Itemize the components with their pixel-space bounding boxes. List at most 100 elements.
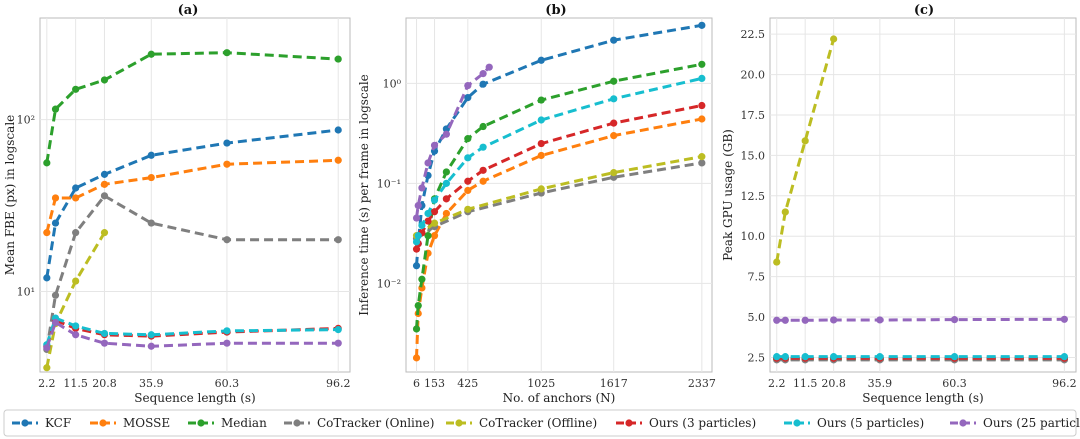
- panel-a-y-axis-label: Mean FBE (px) in logscale: [3, 115, 17, 276]
- panel-c: (c) 2.2 11.5 20.8 35.9 60.3 96.2 2.5 5.0…: [721, 3, 1077, 405]
- data-point-kcf: [464, 94, 472, 102]
- data-point-kcf: [412, 262, 421, 270]
- data-point-mosse: [442, 209, 450, 218]
- data-point-ours-5-particles: [100, 329, 109, 338]
- data-point-mosse: [43, 229, 51, 237]
- data-point-mosse: [412, 354, 421, 362]
- y-tick-label: 2.5: [748, 351, 766, 364]
- data-point-ours-25-particles: [430, 141, 439, 149]
- data-point-ours-5-particles: [334, 326, 342, 334]
- data-point-mosse: [464, 186, 472, 195]
- data-point-ours-25-particles: [51, 318, 60, 327]
- panel-c-series: [773, 35, 1068, 364]
- data-point-ours-5-particles: [876, 353, 884, 361]
- data-point-cotracker-offline: [43, 364, 51, 372]
- legend-label: MOSSE: [123, 416, 170, 430]
- panel-b-x-axis-label: No. of anchors (N): [503, 391, 616, 405]
- series-ours-25-particles: [43, 318, 342, 352]
- data-point-mosse: [537, 151, 545, 160]
- data-point-ours-3-particles: [464, 177, 472, 185]
- data-point-median: [464, 135, 472, 143]
- data-point-ours-25-particles: [781, 316, 789, 324]
- x-tick-label: 60.3: [215, 377, 240, 390]
- x-tick-label: 20.8: [821, 377, 846, 390]
- data-point-median: [479, 122, 487, 131]
- x-tick-label: 1617: [600, 377, 628, 390]
- data-point-cotracker-offline: [801, 137, 809, 145]
- legend: KCF MOSSE Median CoTracker (Online) CoTr…: [3, 409, 1080, 437]
- data-point-cotracker-online: [72, 229, 80, 237]
- data-point-ours-25-particles: [464, 81, 472, 90]
- data-point-ours-5-particles: [479, 143, 487, 151]
- x-tick-label: 35.9: [139, 377, 164, 390]
- data-point-median: [537, 96, 545, 104]
- legend-label: Ours (5 particles): [817, 416, 924, 430]
- data-point-mosse: [430, 232, 439, 240]
- y-tick-label: 17.5: [741, 109, 766, 122]
- panel-a-title: (a): [178, 3, 199, 18]
- data-point-cotracker-online: [147, 219, 155, 227]
- panel-c-x-axis-label: Sequence length (s): [862, 391, 983, 405]
- y-tick-label: 7.5: [748, 271, 766, 284]
- data-point-ours-5-particles: [147, 331, 155, 339]
- series-ours-5-particles: [412, 74, 706, 246]
- legend-entry: MOSSE: [90, 416, 170, 430]
- data-point-ours-25-particles: [147, 342, 155, 350]
- data-point-mosse: [51, 194, 60, 202]
- y-tick-label: 10⁻¹: [377, 177, 401, 190]
- legend-label: Ours (25 particles): [983, 416, 1080, 430]
- data-point-median: [442, 168, 450, 176]
- data-point-kcf: [537, 56, 545, 64]
- series-ours-5-particles: [43, 314, 342, 349]
- data-point-kcf: [72, 184, 80, 192]
- legend-entry: Median: [188, 416, 267, 430]
- data-point-ours-25-particles: [830, 316, 838, 324]
- panel-c-title: (c): [914, 3, 934, 18]
- panel-b-x-ticks: 6 153 425 1025 1617 2337: [413, 377, 716, 390]
- data-point-cotracker-offline: [610, 169, 618, 177]
- legend-marker: [625, 419, 633, 427]
- y-tick-label: 20.0: [741, 69, 766, 82]
- panel-b-series: [412, 21, 706, 362]
- series-ours-25-particles: [773, 315, 1068, 324]
- data-point-kcf: [147, 151, 155, 159]
- data-point-kcf: [43, 274, 51, 282]
- data-point-ours-3-particles: [610, 119, 618, 127]
- data-point-ours-5-particles: [424, 209, 432, 218]
- data-point-median: [698, 60, 706, 68]
- data-point-ours-25-particles: [424, 159, 432, 167]
- data-point-ours-25-particles: [1060, 315, 1068, 323]
- data-point-ours-5-particles: [950, 353, 959, 361]
- data-point-median: [418, 275, 426, 283]
- data-point-ours-5-particles: [773, 353, 781, 361]
- legend-entry: Ours (3 particles): [616, 416, 756, 430]
- data-point-ours-5-particles: [537, 116, 545, 124]
- y-tick-label: 10.0: [741, 230, 766, 243]
- series-line-cotracker-online: [415, 161, 703, 240]
- legend-marker: [99, 419, 107, 427]
- data-point-mosse: [147, 173, 155, 182]
- series-line-cotracker-offline: [775, 38, 836, 263]
- data-point-ours-25-particles: [773, 316, 781, 324]
- data-point-ours-25-particles: [412, 214, 421, 222]
- legend-entry: KCF: [12, 416, 71, 430]
- y-tick-label: 10¹: [17, 285, 35, 298]
- panel-b-title: (b): [545, 3, 566, 18]
- x-tick-label: 2.2: [768, 377, 786, 390]
- data-point-mosse: [479, 177, 487, 185]
- y-tick-label: 10⁻²: [377, 277, 401, 290]
- series-kcf: [43, 126, 342, 282]
- x-tick-label: 2337: [688, 377, 716, 390]
- series-ours-25-particles: [412, 63, 493, 222]
- data-point-cotracker-online: [334, 236, 342, 244]
- data-point-ours-5-particles: [781, 353, 789, 361]
- y-tick-label: 10⁰: [383, 77, 402, 90]
- data-point-ours-5-particles: [72, 322, 80, 330]
- data-point-kcf: [100, 170, 109, 178]
- data-point-median: [100, 76, 109, 84]
- data-point-mosse: [334, 156, 342, 164]
- data-point-median: [334, 55, 342, 63]
- legend-label: CoTracker (Offline): [479, 416, 597, 430]
- data-point-cotracker-offline: [773, 258, 781, 266]
